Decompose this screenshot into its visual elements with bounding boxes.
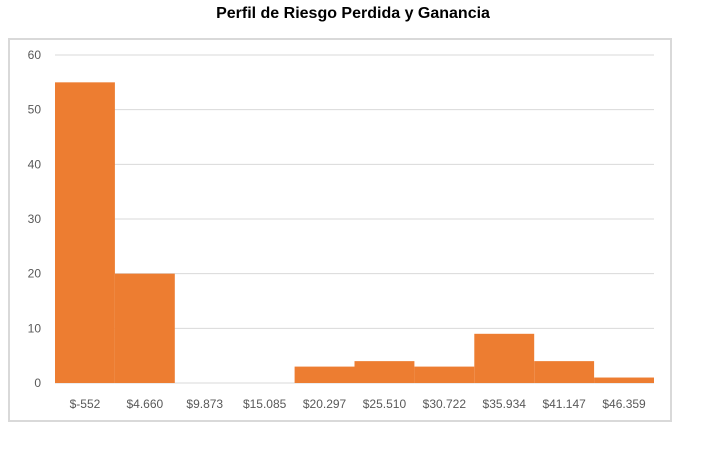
bars xyxy=(55,82,654,383)
bar xyxy=(414,366,475,383)
chart-title: Perfil de Riesgo Perdida y Ganancia xyxy=(216,5,490,22)
y-tick-label: 10 xyxy=(28,321,42,335)
x-tick-label: $25.510 xyxy=(363,397,407,411)
x-tick-label: $46.359 xyxy=(602,397,646,411)
x-axis-ticks: $-552 $4.660 $9.873 $15.085 $20.297 $25.510 $3… xyxy=(70,397,646,411)
y-axis-ticks: 0 10 20 30 40 50 60 xyxy=(28,48,42,390)
x-tick-label: $30.722 xyxy=(423,397,467,411)
y-tick-label: 20 xyxy=(28,267,42,281)
x-tick-label: $9.873 xyxy=(186,397,223,411)
x-tick-label: $35.934 xyxy=(483,397,527,411)
y-tick-label: 40 xyxy=(28,157,42,171)
bar xyxy=(294,366,355,383)
bar xyxy=(474,333,535,383)
bar xyxy=(534,361,595,383)
y-tick-label: 30 xyxy=(28,212,42,226)
y-tick-label: 60 xyxy=(28,48,42,62)
bar xyxy=(55,82,115,383)
x-tick-label: $41.147 xyxy=(542,397,586,411)
x-tick-label: $4.660 xyxy=(126,397,163,411)
y-tick-label: 0 xyxy=(34,376,41,390)
bar xyxy=(354,361,415,383)
bar xyxy=(594,377,654,383)
x-tick-label: $15.085 xyxy=(243,397,287,411)
x-tick-label: $-552 xyxy=(70,397,101,411)
y-tick-label: 50 xyxy=(28,103,42,117)
bar xyxy=(114,273,175,383)
x-tick-label: $20.297 xyxy=(303,397,347,411)
